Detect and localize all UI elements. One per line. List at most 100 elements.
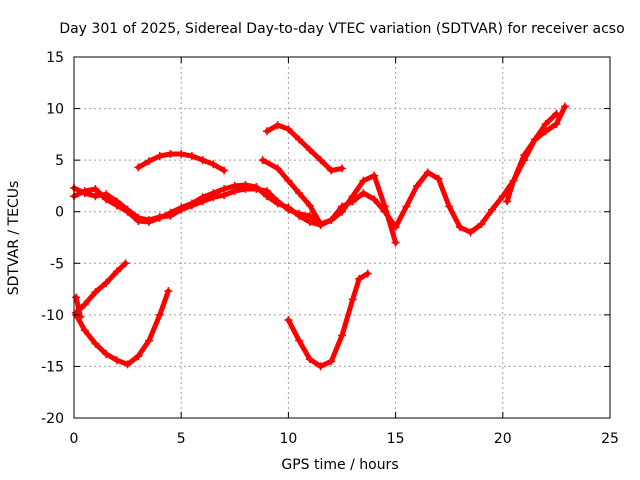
data-point: [155, 310, 164, 319]
data-point: [121, 259, 130, 268]
data-point: [123, 207, 132, 216]
data-point: [530, 135, 539, 144]
data-point: [552, 120, 561, 129]
data-point: [80, 326, 89, 335]
data-point: [305, 201, 314, 210]
x-axis-title: GPS time / hours: [281, 457, 398, 473]
data-point: [273, 121, 282, 130]
data-point: [498, 192, 507, 201]
data-point: [112, 356, 121, 365]
series-line: [504, 111, 559, 204]
data-point: [509, 176, 518, 185]
x-tick-label: 15: [387, 431, 405, 447]
data-point: [338, 164, 346, 173]
x-tick-label: 10: [279, 431, 297, 447]
y-tick-label: 15: [46, 50, 64, 66]
data-point: [230, 181, 239, 190]
data-point: [145, 336, 154, 345]
data-point: [380, 202, 389, 211]
chart-title: Day 301 of 2025, Sidereal Day-to-day VTE…: [59, 21, 624, 37]
data-point: [295, 189, 304, 198]
data-point: [363, 269, 372, 278]
series-arc-9: [284, 269, 372, 371]
data-point: [273, 164, 282, 173]
data-point: [80, 300, 89, 309]
data-point: [102, 350, 111, 359]
data-point: [284, 176, 293, 185]
data-point: [402, 202, 411, 211]
y-tick-label: 10: [46, 102, 64, 118]
data-point: [134, 352, 143, 361]
data-point: [166, 149, 175, 158]
y-axis-tick-labels: -20 -15 -10 -5 0 5 10 15: [41, 50, 64, 427]
data-point: [503, 197, 512, 206]
data-point: [423, 168, 432, 177]
data-point: [316, 220, 325, 229]
data-point: [76, 312, 85, 321]
data-point: [327, 166, 336, 175]
data-point: [262, 127, 271, 136]
data-point: [327, 215, 336, 224]
data-point: [177, 203, 186, 212]
data-point: [102, 278, 111, 287]
x-axis-tick-labels: 0 5 10 15 20 25: [70, 431, 619, 447]
data-point: [209, 189, 218, 198]
data-point: [145, 218, 154, 227]
data-point: [348, 295, 357, 304]
data-point: [295, 211, 304, 220]
data-point: [177, 149, 186, 158]
data-point: [445, 202, 454, 211]
data-point: [123, 360, 132, 369]
data-point: [338, 207, 346, 216]
data-point: [455, 223, 464, 232]
data-point: [391, 238, 400, 247]
data-point: [434, 174, 443, 183]
y-tick-label: -20: [41, 411, 64, 427]
y-axis-title: SDTVAR / TECUs: [6, 181, 22, 296]
data-point: [355, 274, 364, 283]
data-point: [295, 336, 304, 345]
data-point: [252, 182, 261, 191]
data-point: [145, 157, 154, 166]
y-tick-label: -10: [41, 308, 64, 324]
data-point: [316, 156, 325, 165]
data-point: [198, 156, 207, 165]
data-point: [241, 180, 250, 189]
data-point: [466, 228, 475, 237]
data-point: [359, 176, 368, 185]
plot-frame: [73, 56, 611, 419]
data-point: [102, 195, 111, 204]
y-tick-label: -15: [41, 359, 64, 375]
data-point: [91, 288, 100, 297]
data-point: [488, 205, 497, 214]
x-tick-label: 20: [494, 431, 512, 447]
y-tick-label: 0: [55, 205, 64, 221]
series-line: [73, 288, 171, 367]
data-point: [198, 193, 207, 202]
data-point: [284, 125, 293, 134]
data-point: [284, 203, 293, 212]
data-point: [91, 185, 100, 194]
x-tick-label: 25: [601, 431, 619, 447]
x-tick-label: 0: [70, 431, 79, 447]
data-point: [413, 181, 422, 190]
data-point: [520, 150, 529, 159]
x-tick-label: 5: [177, 431, 186, 447]
data-point: [187, 199, 196, 208]
data-point: [72, 293, 81, 302]
data-point: [91, 339, 100, 348]
data-point: [348, 192, 357, 201]
data-point: [164, 287, 173, 296]
data-point: [560, 102, 569, 111]
data-point: [220, 166, 229, 175]
data-point: [187, 152, 196, 161]
series-arc-4: [262, 121, 346, 175]
data-point: [166, 208, 175, 217]
data-point: [134, 216, 143, 225]
series-arc-7: [72, 259, 130, 317]
data-series: [70, 102, 569, 371]
data-point: [305, 145, 314, 154]
series-line: [73, 260, 128, 316]
series-arc-5: [258, 156, 325, 229]
